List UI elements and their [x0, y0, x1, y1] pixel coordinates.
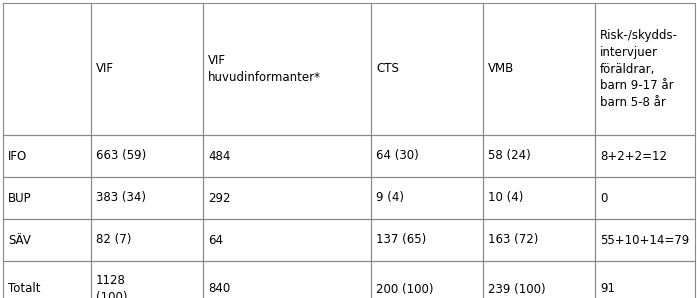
Text: 8+2+2=12: 8+2+2=12 — [600, 150, 667, 162]
Text: 0: 0 — [600, 192, 607, 204]
Text: 663 (59): 663 (59) — [96, 150, 146, 162]
Text: 10 (4): 10 (4) — [488, 192, 523, 204]
Text: 1128
(100): 1128 (100) — [96, 274, 128, 298]
Text: 91: 91 — [600, 283, 615, 296]
Text: Totalt: Totalt — [8, 283, 40, 296]
Text: 137 (65): 137 (65) — [376, 234, 427, 246]
Text: 64: 64 — [208, 234, 223, 246]
Text: 484: 484 — [208, 150, 231, 162]
Text: 82 (7): 82 (7) — [96, 234, 131, 246]
Text: IFO: IFO — [8, 150, 27, 162]
Text: VMB: VMB — [488, 63, 514, 75]
Text: 239 (100): 239 (100) — [488, 283, 546, 296]
Text: 55+10+14=79: 55+10+14=79 — [600, 234, 689, 246]
Text: 292: 292 — [208, 192, 231, 204]
Text: SÄV: SÄV — [8, 234, 31, 246]
Text: CTS: CTS — [376, 63, 399, 75]
Text: VIF: VIF — [96, 63, 114, 75]
Text: 163 (72): 163 (72) — [488, 234, 538, 246]
Text: 200 (100): 200 (100) — [376, 283, 434, 296]
Text: 58 (24): 58 (24) — [488, 150, 530, 162]
Text: VIF
huvudinformanter*: VIF huvudinformanter* — [208, 54, 321, 84]
Text: Risk-/skydds-
intervjuer
föräldrar,
barn 9-17 år
barn 5-8 år: Risk-/skydds- intervjuer föräldrar, barn… — [600, 30, 678, 108]
Text: 383 (34): 383 (34) — [96, 192, 146, 204]
Text: 9 (4): 9 (4) — [376, 192, 404, 204]
Text: 840: 840 — [208, 283, 230, 296]
Text: 64 (30): 64 (30) — [376, 150, 419, 162]
Text: BUP: BUP — [8, 192, 31, 204]
